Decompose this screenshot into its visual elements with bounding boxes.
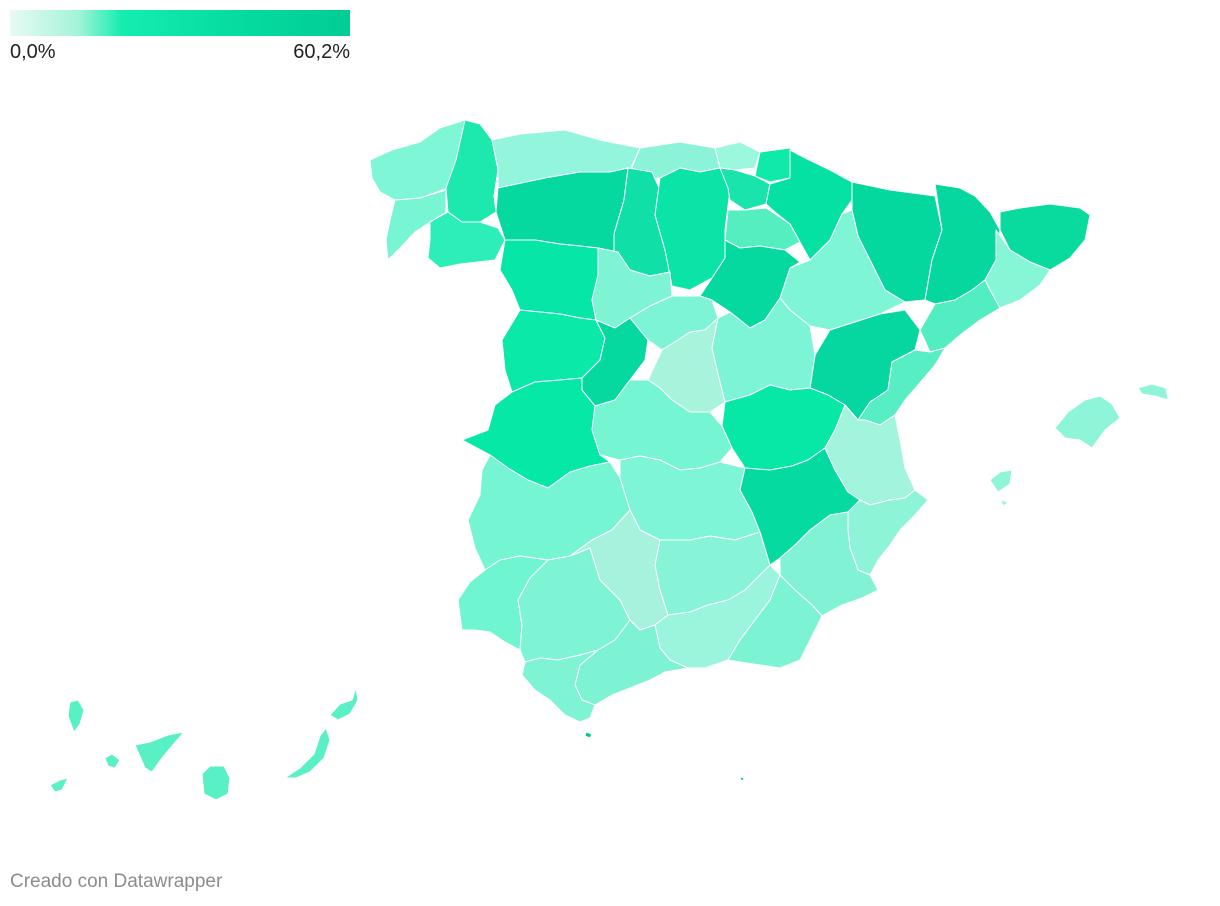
region-melilla[interactable] xyxy=(739,776,745,782)
region-ciudad-real[interactable] xyxy=(619,455,761,541)
region-lanzarote[interactable] xyxy=(329,687,359,721)
credit-text: Creado con Datawrapper xyxy=(10,871,223,892)
region-ourense[interactable] xyxy=(427,211,506,269)
region-guadalajara[interactable] xyxy=(711,297,816,403)
legend-min-label: 0,0% xyxy=(10,41,56,63)
legend-gradient-bar xyxy=(10,10,350,36)
region-el-hierro[interactable] xyxy=(49,777,69,793)
region-ibiza[interactable] xyxy=(989,469,1013,493)
region-zamora[interactable] xyxy=(499,239,599,321)
region-cadiz[interactable] xyxy=(521,649,599,723)
region-alicante[interactable] xyxy=(847,489,929,576)
region-ceuta[interactable] xyxy=(584,731,593,739)
region-girona[interactable] xyxy=(999,203,1091,271)
region-la-gomera[interactable] xyxy=(104,753,121,769)
region-mallorca[interactable] xyxy=(1054,395,1121,449)
region-formentera[interactable] xyxy=(999,499,1009,507)
region-barcelona[interactable] xyxy=(984,229,1051,309)
region-almeria[interactable] xyxy=(727,574,823,669)
legend-max-label: 60,2% xyxy=(293,41,350,63)
region-menorca[interactable] xyxy=(1137,383,1169,401)
region-fuerteventura[interactable] xyxy=(284,727,331,779)
region-murcia[interactable] xyxy=(779,511,879,617)
region-la-palma[interactable] xyxy=(67,699,85,733)
region-gran-canaria[interactable] xyxy=(201,765,231,801)
region-tarragona[interactable] xyxy=(919,279,1001,353)
region-bizkaia[interactable] xyxy=(714,141,761,171)
region-tenerife[interactable] xyxy=(134,731,185,773)
color-legend: 0,0% 60,2% xyxy=(10,10,350,70)
region-lugo[interactable] xyxy=(445,119,499,223)
region-pontevedra[interactable] xyxy=(385,189,447,261)
